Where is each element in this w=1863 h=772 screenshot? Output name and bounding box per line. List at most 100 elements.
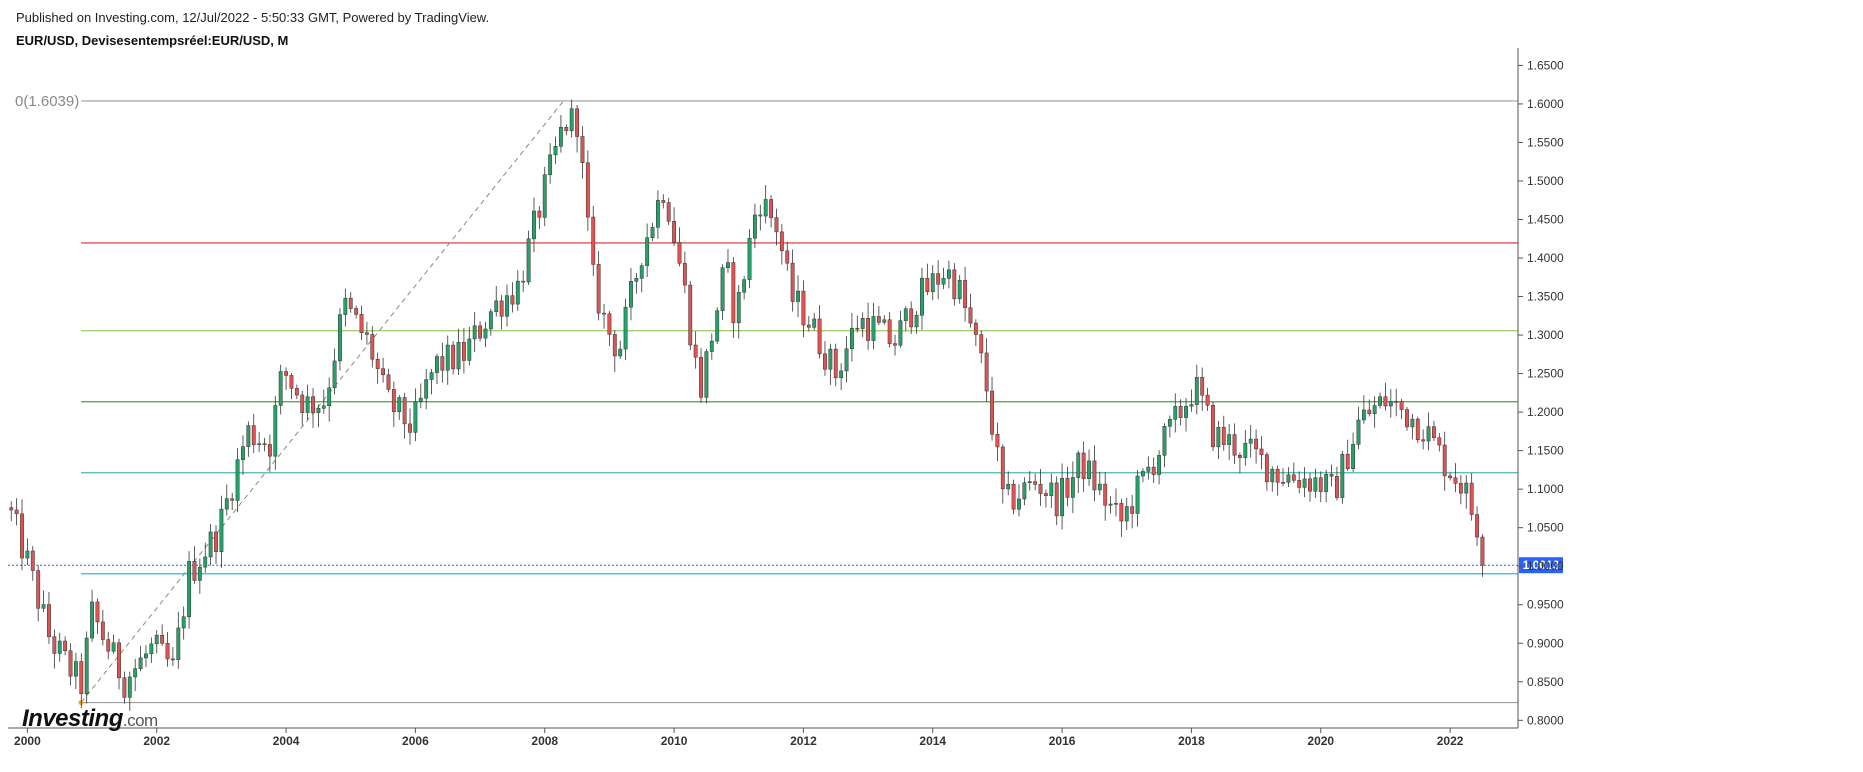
candle-body xyxy=(354,308,359,315)
candle xyxy=(1124,497,1129,531)
candle-body xyxy=(941,278,946,285)
candle xyxy=(1017,484,1021,517)
candle xyxy=(1453,463,1458,493)
candle xyxy=(920,267,924,330)
candle-body xyxy=(246,425,251,447)
candle-body xyxy=(1437,437,1442,446)
candle xyxy=(1426,412,1431,451)
candle-body xyxy=(41,604,46,609)
candle xyxy=(111,634,116,654)
candle xyxy=(871,302,876,350)
candle xyxy=(796,275,800,318)
x-tick-label: 2010 xyxy=(661,734,688,748)
candle xyxy=(1480,534,1485,577)
candle-body xyxy=(445,344,450,371)
candle xyxy=(230,492,235,511)
candle xyxy=(1313,468,1318,498)
x-tick-label: 2016 xyxy=(1049,734,1076,748)
candle-body xyxy=(769,199,774,218)
candle xyxy=(1070,461,1075,514)
candle-body xyxy=(1318,477,1323,492)
candle-body xyxy=(699,356,703,398)
candle xyxy=(1286,467,1291,487)
candle xyxy=(817,305,822,359)
candle-body xyxy=(1458,483,1463,494)
candlestick-series xyxy=(9,99,1485,711)
candle-body xyxy=(1426,426,1431,442)
candle-body xyxy=(187,561,191,617)
candle xyxy=(208,523,213,566)
candle xyxy=(1194,364,1199,415)
candle-body xyxy=(181,616,186,629)
candle-body xyxy=(235,459,240,501)
candle-body xyxy=(715,310,720,342)
candle-body xyxy=(364,332,369,335)
candle xyxy=(149,637,154,663)
candle-body xyxy=(1264,454,1269,483)
candle xyxy=(823,341,827,376)
x-tick-label: 2000 xyxy=(14,734,41,748)
candle-body xyxy=(370,334,375,360)
candle xyxy=(941,267,946,290)
candle xyxy=(558,115,563,153)
candle xyxy=(1254,429,1259,464)
candle xyxy=(1146,456,1151,480)
candle xyxy=(1108,496,1113,514)
candle xyxy=(1027,471,1032,491)
candle-body xyxy=(720,267,725,311)
candle-body xyxy=(100,621,105,640)
candle xyxy=(575,104,579,153)
candle xyxy=(316,404,321,428)
candle xyxy=(585,150,590,231)
logo-brand: Investing xyxy=(22,705,123,732)
published-caption: Published on Investing.com, 12/Jul/2022 … xyxy=(16,10,490,25)
candle-body xyxy=(1130,506,1135,514)
candle xyxy=(499,295,504,330)
candle xyxy=(607,311,612,347)
candle-body xyxy=(386,374,391,390)
candle xyxy=(639,263,644,293)
candle xyxy=(591,205,596,276)
candle-body xyxy=(36,570,41,609)
candle xyxy=(300,390,305,426)
candle-body xyxy=(1006,483,1011,490)
candle-body xyxy=(1173,406,1178,420)
candle xyxy=(882,315,887,325)
candle xyxy=(1437,433,1442,452)
candle-body xyxy=(925,277,930,293)
candle xyxy=(790,249,795,312)
candle-body xyxy=(650,227,655,238)
candle xyxy=(41,590,46,613)
candle-body xyxy=(1033,481,1038,485)
candle xyxy=(1351,432,1356,472)
candle xyxy=(1103,472,1108,521)
candle xyxy=(262,437,267,452)
candle-body xyxy=(1221,427,1226,445)
candle xyxy=(1275,465,1280,496)
candle xyxy=(79,653,84,709)
candle xyxy=(257,431,262,452)
candle xyxy=(957,274,962,304)
y-tick-label: 1.4000 xyxy=(1527,251,1564,265)
candle-body xyxy=(359,314,364,333)
candle xyxy=(1302,467,1307,498)
candle xyxy=(488,308,493,336)
candle xyxy=(936,260,941,300)
candle xyxy=(424,368,429,410)
candle xyxy=(381,357,385,383)
candle xyxy=(720,264,725,321)
candle xyxy=(623,298,628,361)
candle-body xyxy=(677,242,682,264)
candle xyxy=(1469,473,1474,521)
candle xyxy=(251,413,256,454)
x-tick-label: 2004 xyxy=(273,734,300,748)
x-tick-label: 2012 xyxy=(790,734,817,748)
candle-body xyxy=(521,280,526,283)
candle-body xyxy=(1415,418,1420,440)
candle xyxy=(925,263,930,296)
candle xyxy=(801,280,806,338)
candle xyxy=(1410,413,1415,440)
candle-body xyxy=(596,264,601,314)
candle-body xyxy=(1044,493,1048,496)
